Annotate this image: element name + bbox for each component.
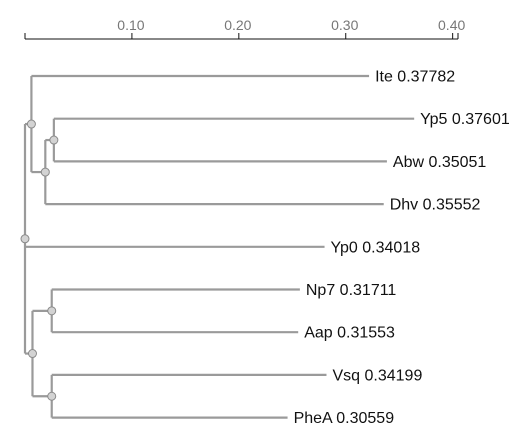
leaf-label-np7: Np7 0.31711 <box>306 282 397 299</box>
axis-tick-label: 0.40 <box>438 17 465 33</box>
leaf-label-abw: Abw 0.35051 <box>393 154 487 171</box>
leaf-label-dhv: Dhv 0.35552 <box>390 197 481 214</box>
axis-tick-label: 0.20 <box>224 17 251 33</box>
axis-tick-label: 0.10 <box>117 17 144 33</box>
leaf-label-yp0: Yp0 0.34018 <box>331 239 421 256</box>
internal-node <box>47 391 57 401</box>
internal-node <box>26 119 36 129</box>
distance-axis: 0.10 0.20 0.30 0.40 <box>24 17 465 40</box>
leaf-label-aap: Aap 0.31553 <box>304 325 395 342</box>
leaf-label-phea: PheA 0.30559 <box>294 410 395 427</box>
axis-tick-label: 0.30 <box>331 17 358 33</box>
internal-node <box>47 306 57 316</box>
internal-node <box>27 349 37 359</box>
leaf-label-yp5: Yp5 0.37601 <box>420 111 510 128</box>
internal-node <box>40 167 50 177</box>
leaf-label-vsq: Vsq 0.34199 <box>332 367 422 384</box>
tree-nodes <box>20 119 59 401</box>
leaf-label-ite: Ite 0.37782 <box>375 69 455 86</box>
leaf-labels: Ite 0.37782 Yp5 0.37601 Abw 0.35051 Dhv 0.3… <box>294 69 510 428</box>
internal-node <box>49 135 59 145</box>
internal-node <box>20 234 30 244</box>
